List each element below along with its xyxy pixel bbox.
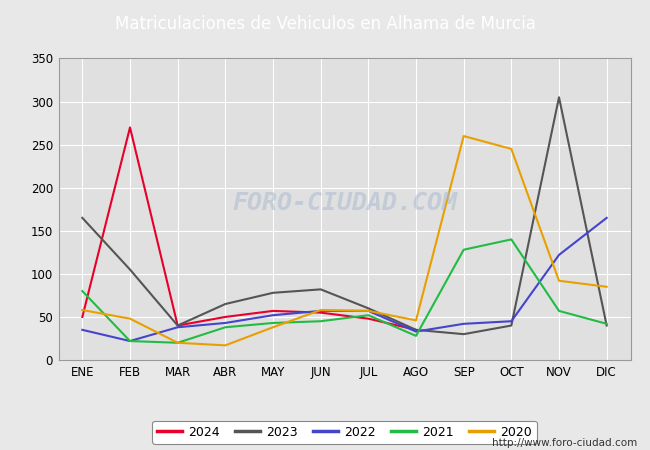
Text: http://www.foro-ciudad.com: http://www.foro-ciudad.com xyxy=(492,438,637,448)
Text: FORO-CIUDAD.COM: FORO-CIUDAD.COM xyxy=(232,191,457,215)
Legend: 2024, 2023, 2022, 2021, 2020: 2024, 2023, 2022, 2021, 2020 xyxy=(152,420,537,444)
Text: Matriculaciones de Vehiculos en Alhama de Murcia: Matriculaciones de Vehiculos en Alhama d… xyxy=(114,14,536,33)
